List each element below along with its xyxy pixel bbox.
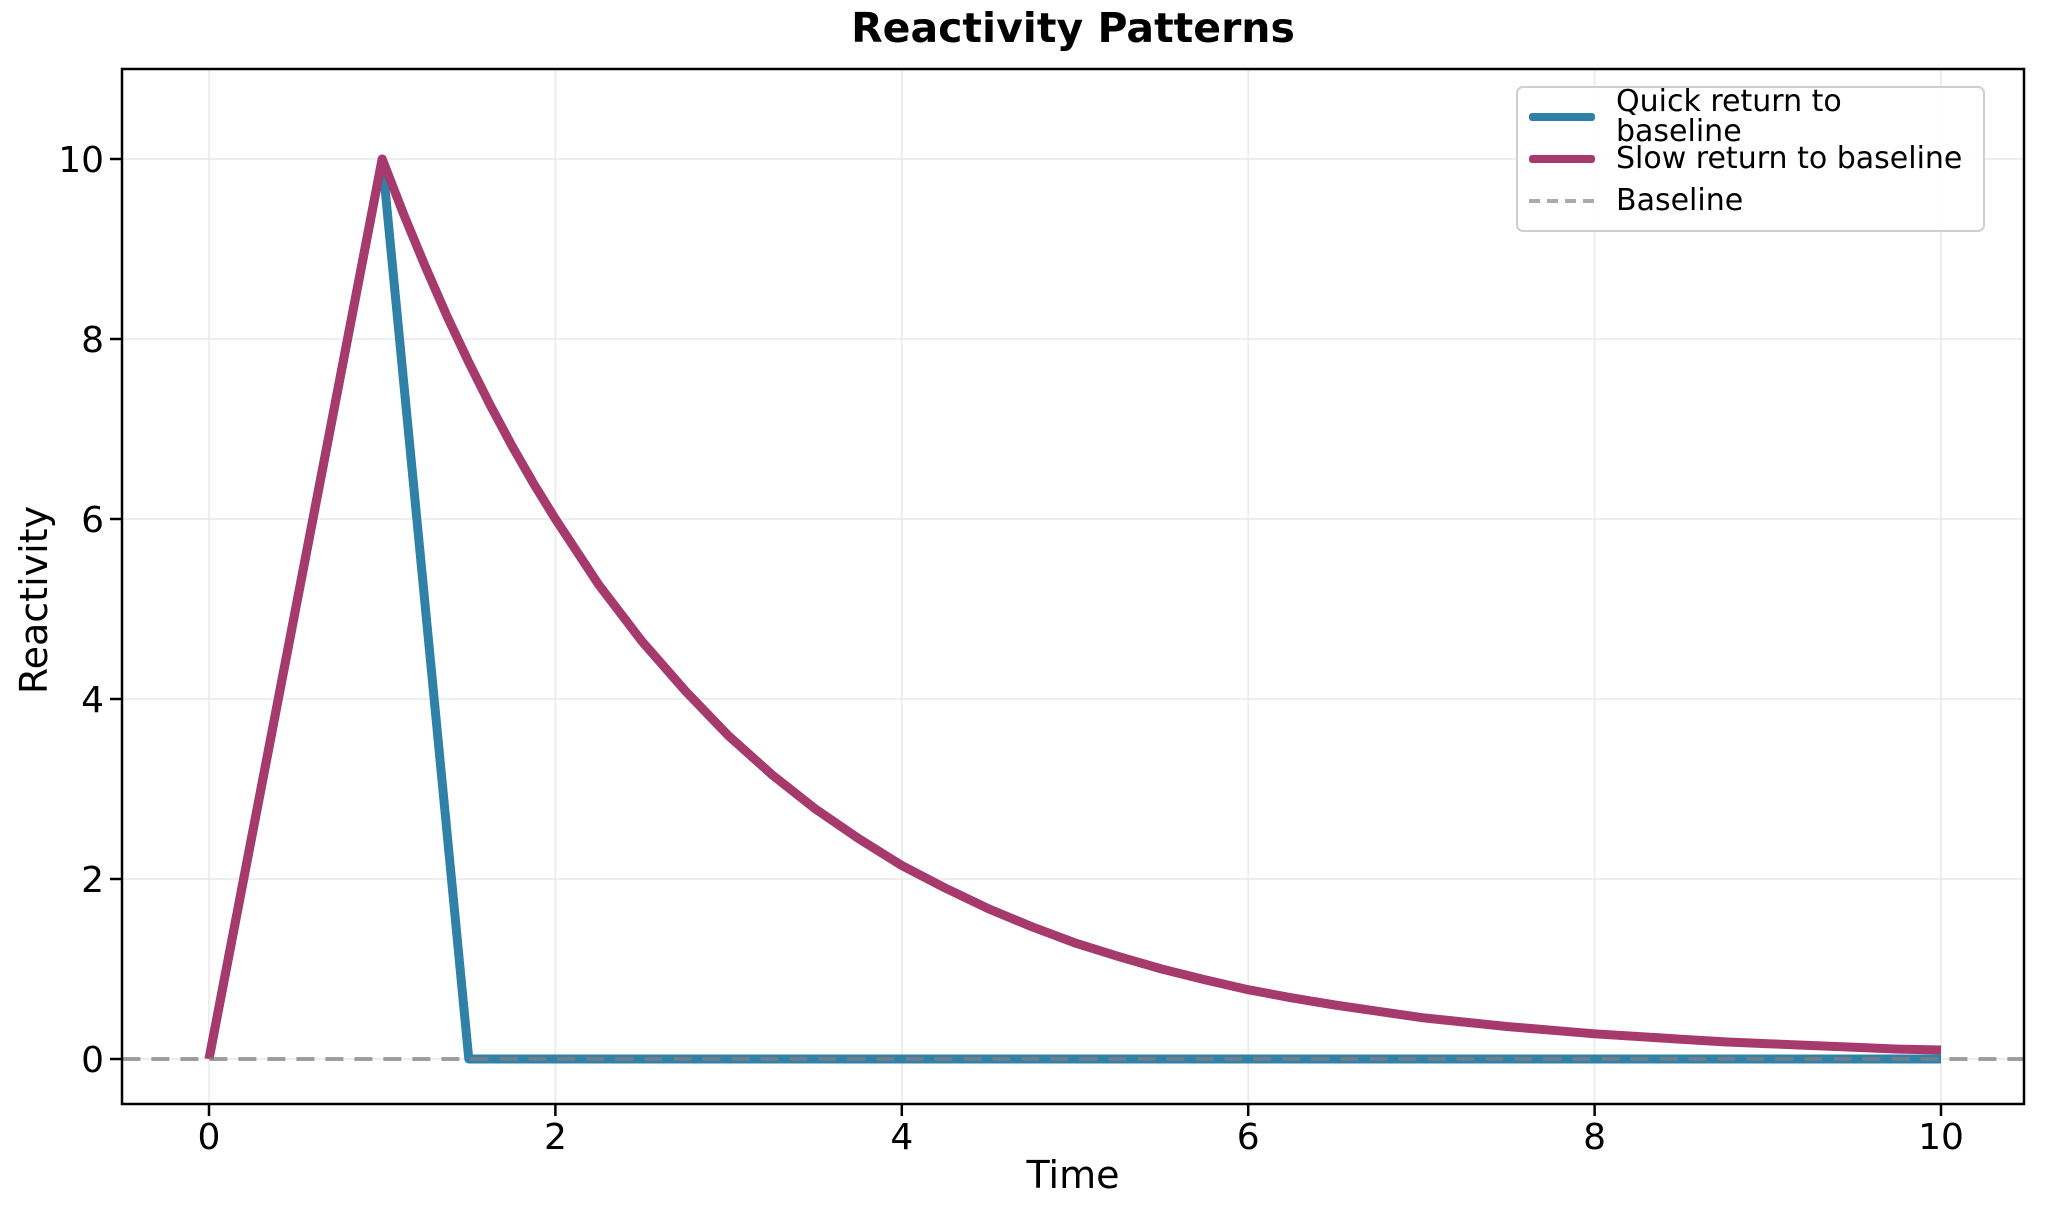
x-tick-label: 0 (198, 1117, 221, 1158)
legend-swatch-baseline (1529, 199, 1595, 203)
y-tick-label: 0 (81, 1040, 104, 1081)
y-tick-label: 2 (81, 860, 104, 901)
x-tick-label: 6 (1237, 1117, 1260, 1158)
series-line (204, 154, 1942, 1060)
chart-title: Reactivity Patterns (851, 4, 1295, 52)
x-tick-label: 4 (890, 1117, 913, 1158)
legend-item: Quick return to baseline (1529, 87, 1975, 147)
y-tick-label: 4 (81, 680, 104, 721)
legend-swatch-quick (1529, 113, 1595, 121)
legend-label: Quick return to baseline (1616, 84, 1842, 149)
y-axis-label: Reactivity (12, 505, 56, 695)
series-line (204, 154, 1941, 1064)
x-axis-label: Time (1026, 1153, 1120, 1197)
axes-spines (120, 67, 2026, 1106)
x-tick-label: 8 (1583, 1117, 1606, 1158)
y-tick-label: 6 (81, 500, 104, 541)
legend-item: Slow return to baseline (1529, 138, 1975, 180)
y-tick-label: 10 (58, 140, 104, 181)
legend-label: Slow return to baseline (1616, 141, 1963, 176)
x-tick-label: 2 (544, 1117, 567, 1158)
legend-label: Baseline (1616, 183, 1744, 218)
legend-item: Baseline (1529, 180, 1975, 222)
legend-swatch-slow (1529, 155, 1595, 163)
y-tick-label: 8 (81, 320, 104, 361)
x-tick-label: 10 (1918, 1117, 1964, 1158)
legend: Quick return to baseline Slow return to … (1516, 86, 1985, 232)
